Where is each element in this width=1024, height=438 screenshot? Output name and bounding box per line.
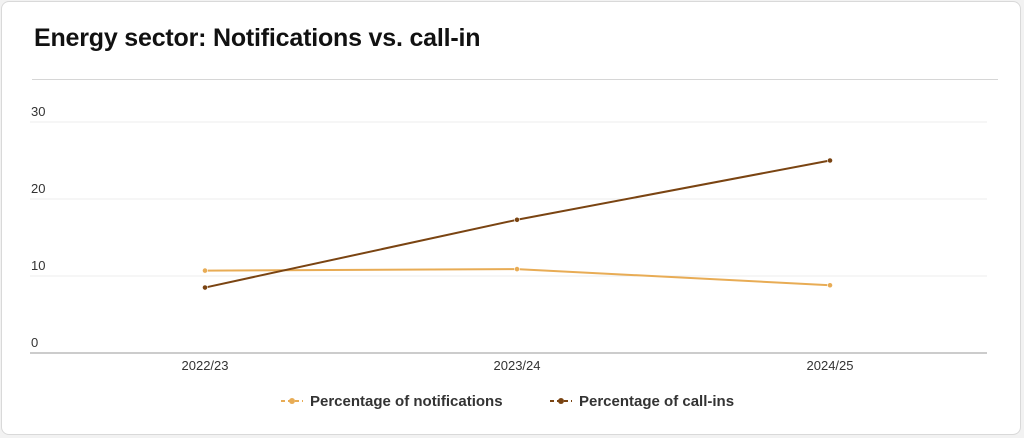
series-lines [202, 157, 833, 291]
legend-item-1[interactable]: Percentage of notifications [281, 393, 503, 410]
x-tick-label: 2022/23 [182, 358, 229, 373]
legend[interactable]: Percentage of notifications Percentage of… [281, 393, 734, 410]
legend-swatch-dot [289, 398, 295, 404]
x-tick-label: 2024/25 [807, 358, 854, 373]
x-tick-label: 2023/24 [494, 358, 541, 373]
y-tick-label: 10 [31, 258, 45, 273]
y-tick-label: 20 [31, 181, 45, 196]
legend-label: Percentage of notifications [310, 393, 503, 410]
y-tick-label: 0 [31, 335, 38, 350]
legend-item-2[interactable]: Percentage of call-ins [550, 393, 734, 410]
series-2-point[interactable] [827, 157, 833, 164]
legend-label: Percentage of call-ins [579, 393, 734, 410]
series-1-point[interactable] [514, 266, 520, 272]
y-tick-label: 30 [31, 104, 45, 119]
y-axis-ticks: 0 10 20 30 [31, 104, 45, 350]
title-divider [32, 79, 998, 80]
legend-swatch-dot [558, 398, 564, 404]
series-2-point[interactable] [202, 284, 208, 291]
series-1-point[interactable] [202, 267, 208, 274]
series-2-point[interactable] [514, 216, 520, 223]
gridlines [30, 121, 987, 354]
x-axis-ticks: 2022/23 2023/24 2024/25 [182, 358, 854, 373]
series-1-point[interactable] [827, 282, 833, 289]
chart-title: Energy sector: Notifications vs. call-in [34, 24, 481, 52]
